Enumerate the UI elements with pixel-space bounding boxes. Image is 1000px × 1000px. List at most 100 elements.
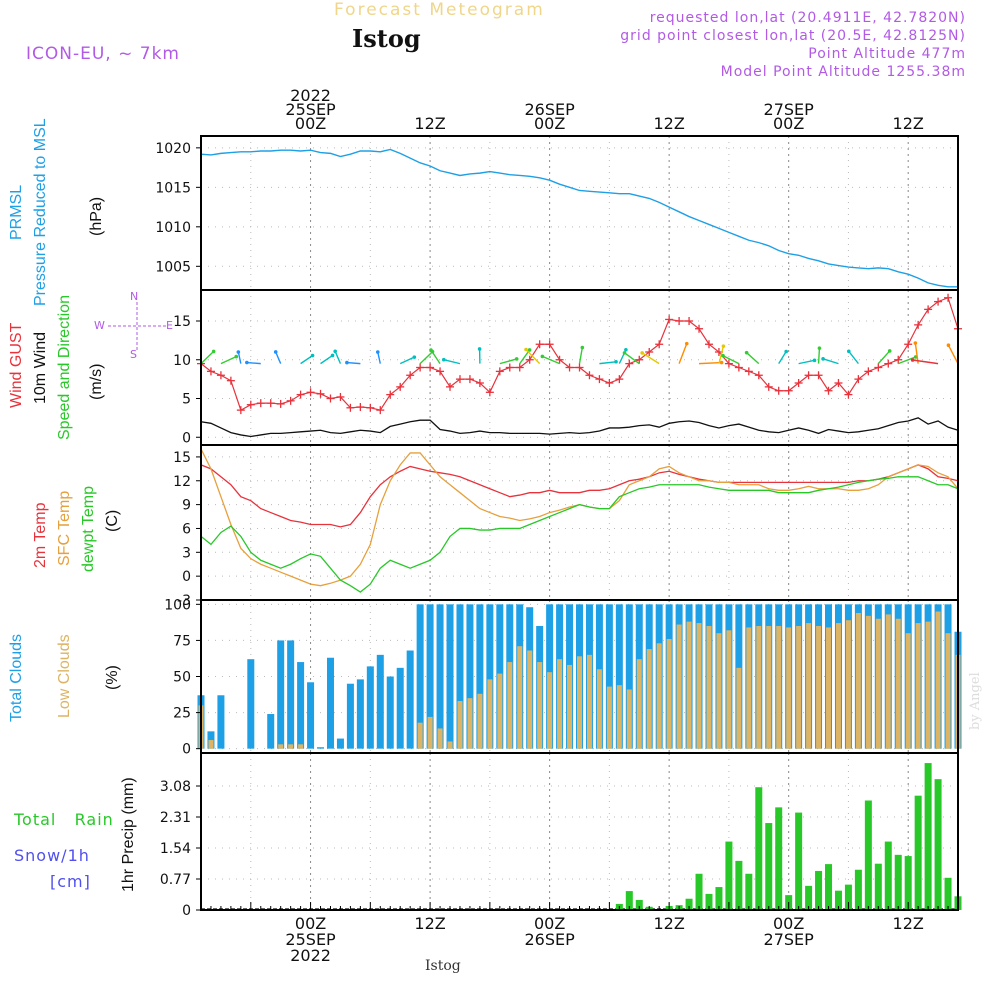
total-cloud-bar: [277, 640, 285, 749]
low-cloud-bar: [895, 618, 901, 749]
low-cloud-bar: [855, 612, 861, 749]
wind-arrow: [430, 349, 441, 365]
total-cloud-bar: [446, 604, 454, 749]
top-time-label: 27SEP: [764, 100, 815, 119]
label-ms: (m/s): [88, 363, 105, 400]
label-1hr-precip: 1hr Precip (mm): [120, 777, 137, 892]
precip-bar: [755, 787, 763, 910]
total-cloud-bar: [486, 604, 494, 749]
model-label: ICON-EU, ~ 7km: [26, 44, 180, 64]
precip-bar: [854, 869, 862, 910]
bottom-time-label: 00Z: [773, 914, 804, 933]
low-cloud-bar: [517, 646, 523, 749]
label-sfc-temp: SFC Temp: [56, 490, 73, 566]
grid-layer: [201, 136, 958, 911]
low-cloud-bar: [756, 625, 762, 749]
precip-bar: [685, 898, 693, 910]
precip-bar: [934, 779, 942, 910]
top-time-label: 12Z: [653, 114, 684, 133]
wind-arrow-head: [622, 351, 627, 355]
precip-bar: [695, 873, 703, 910]
compass-w: W: [94, 319, 105, 332]
y-tick-label: 3.08: [160, 779, 191, 795]
low-cloud-bar: [736, 667, 742, 749]
total-cloud-bar: [287, 640, 295, 749]
low-cloud-bar: [467, 698, 473, 749]
bottom-time-label: 25SEP: [285, 930, 336, 949]
precip-bar: [635, 899, 643, 910]
wind-arrow-head: [946, 343, 951, 347]
total-cloud-bar: [317, 747, 325, 749]
wind-arrow-head: [273, 350, 278, 354]
gridpoint-coords: grid point closest lon,lat (20.5E, 42.81…: [620, 28, 966, 44]
precip-bar: [775, 807, 783, 910]
wind-arrow: [698, 361, 722, 365]
wind-arrow-head: [913, 341, 918, 345]
label-rain: Rain: [74, 810, 114, 829]
low-cloud-bar: [447, 741, 453, 749]
chart-title: Forecast Meteogram: [334, 0, 545, 20]
low-cloud-bar: [935, 611, 941, 749]
wind-arrow-head: [812, 358, 817, 363]
low-cloud-bar: [826, 627, 832, 749]
wind-arrow-head: [846, 349, 851, 354]
low-cloud-bar: [776, 625, 782, 749]
wind-arrow-head: [640, 351, 644, 355]
wind-arrow: [798, 359, 815, 365]
total-cloud-bar: [466, 604, 474, 749]
wind-arrow: [947, 344, 959, 364]
wind-arrow: [912, 359, 939, 365]
wind-arrow-head: [345, 360, 349, 365]
top-time-label: 00Z: [773, 114, 804, 133]
low-cloud-bar: [527, 650, 533, 749]
total-cloud-bar: [625, 604, 633, 749]
wind-arrow: [897, 356, 916, 365]
wind-arrow: [877, 350, 891, 365]
y-tick-label: 0.77: [160, 872, 191, 888]
wind-arrow-head: [412, 355, 417, 359]
y-tick-label: 5: [182, 392, 191, 408]
compass-e: E: [166, 319, 173, 332]
total-cloud-bar: [406, 650, 414, 749]
wind-arrow: [578, 347, 584, 364]
low-cloud-bar: [875, 618, 881, 749]
wind-arrow: [300, 354, 313, 365]
precip-bar: [874, 863, 882, 910]
wind-arrow-head: [211, 349, 216, 354]
y-tick-label: -3: [177, 593, 191, 609]
label-hpa: (hPa): [88, 196, 105, 236]
total-cloud-bar: [396, 667, 404, 749]
low-cloud-bar: [666, 638, 672, 749]
low-cloud-bar: [726, 630, 732, 749]
low-cloud-bar: [636, 659, 642, 749]
wind-arrow: [848, 350, 859, 365]
wind-arrow: [220, 355, 237, 365]
wind-arrow: [718, 346, 725, 364]
y-tick-label: 1010: [155, 220, 191, 236]
precip-bar: [914, 795, 922, 910]
location-title: Istog: [352, 24, 421, 53]
y-tick-label: 1020: [155, 141, 191, 157]
low-cloud-bar: [596, 669, 602, 749]
panel-frame: [200, 444, 959, 601]
label-wind-gust: Wind GUST: [8, 322, 25, 408]
wind-arrow-head: [245, 360, 249, 365]
precip-bar: [904, 856, 912, 910]
low-cloud-bar: [696, 623, 702, 749]
label-low-clouds: Low Clouds: [56, 634, 73, 718]
bottom-time-label: 26SEP: [524, 930, 575, 949]
total-cloud-bar: [386, 676, 394, 749]
total-cloud-bar: [615, 604, 623, 749]
top-time-label: 00Z: [534, 114, 565, 133]
label-2m-temp: 2m Temp: [32, 502, 49, 568]
precip-bar: [944, 877, 952, 910]
low-cloud-bar: [915, 623, 921, 749]
y-tick-label: 12: [173, 474, 191, 490]
bottom-time-label: 12Z: [653, 914, 684, 933]
bottom-time-label: 00Z: [295, 914, 326, 933]
total-cloud-bar: [456, 604, 464, 749]
pressure-line: [200, 148, 958, 288]
y-tick-label: 10: [173, 353, 191, 369]
top-time-label: 12Z: [893, 114, 924, 133]
low-cloud-bar: [766, 625, 772, 749]
